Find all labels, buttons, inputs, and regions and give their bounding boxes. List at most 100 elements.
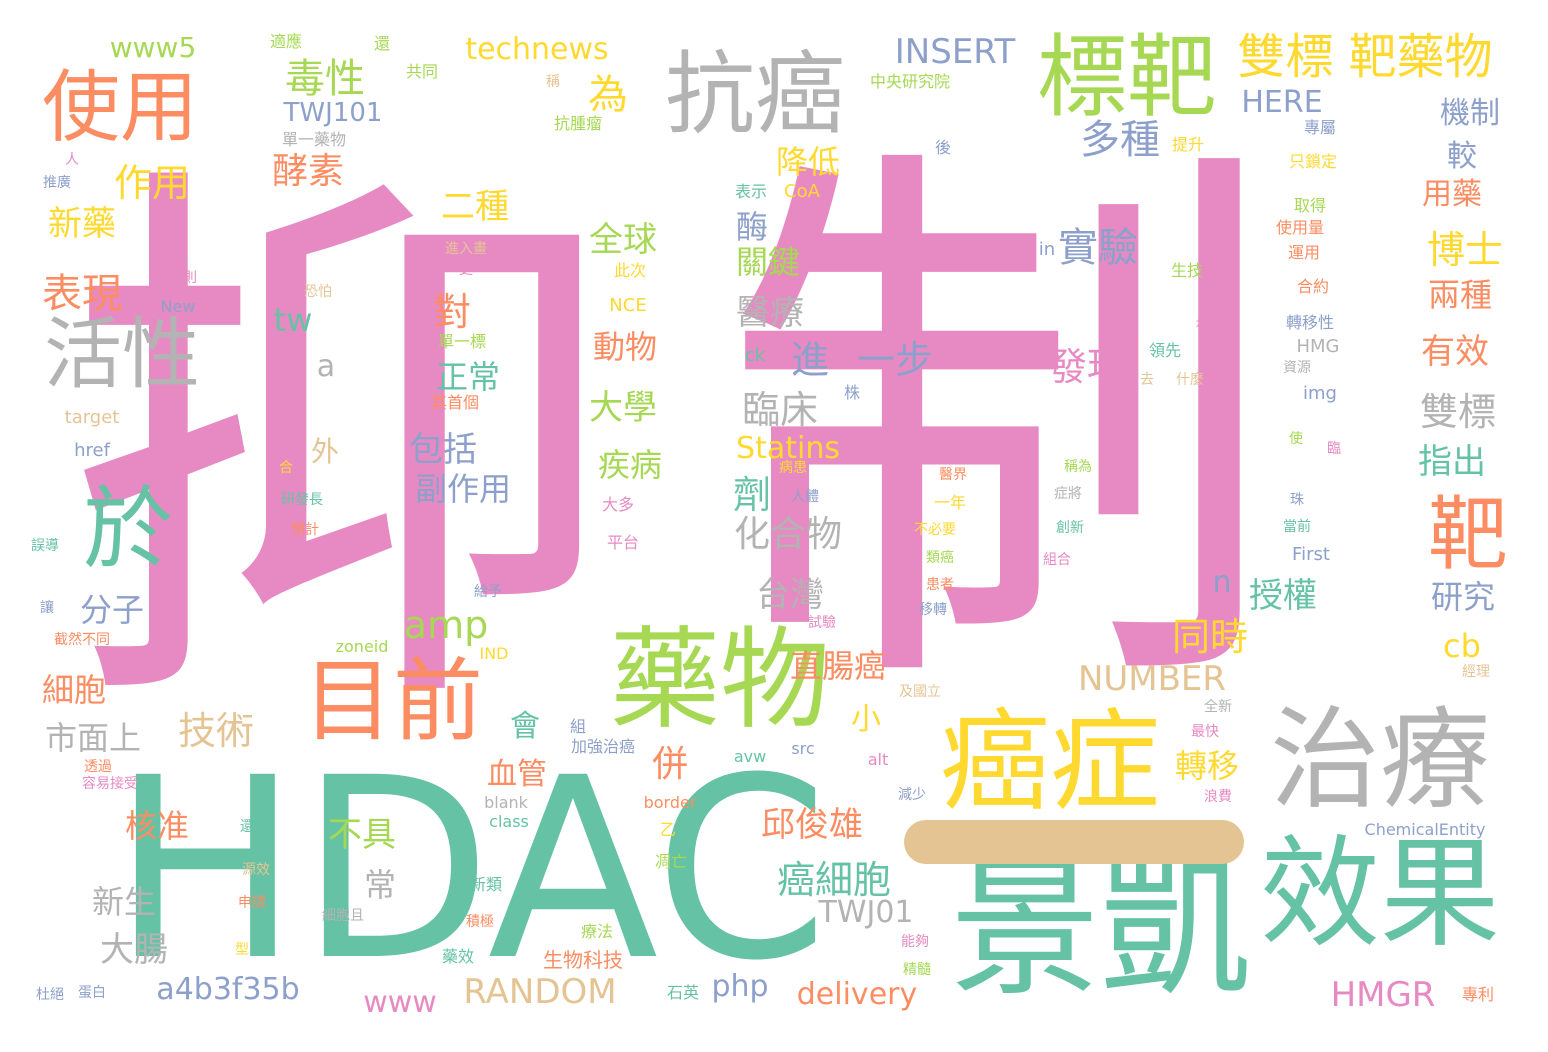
word-duozhong: 多種 <box>1080 117 1160 163</box>
word-shi: 使 <box>1289 431 1303 447</box>
word-danyibiao: 單一標 <box>437 332 487 351</box>
word-dubai: 杜絕 <box>36 987 64 1003</box>
word-twj01: TWJ01 <box>818 895 914 930</box>
word-fenzi: 分子 <box>79 591 145 629</box>
word-dushu: 毒性 <box>285 56 365 102</box>
word-qianding: 簽定 <box>899 246 933 265</box>
word-yiliao: 醫療 <box>736 293 804 333</box>
word-chemical: ChemicalEntity <box>1364 820 1486 839</box>
word-jibing: 疾病 <box>597 446 663 484</box>
word-delivery: delivery <box>796 977 918 1012</box>
word-xinlei: 新類 <box>469 875 503 894</box>
word-zhichangai: 直腸癌 <box>789 647 887 685</box>
word-huan: 還 <box>373 34 391 53</box>
word-yaoxiao: 藥效 <box>441 947 475 966</box>
word-zuikuai: 最快 <box>1191 724 1219 740</box>
word-tuiguang: 推廣 <box>43 175 71 191</box>
word-xiaoguo: 效果 <box>1260 825 1500 964</box>
word-jiji: 積極 <box>466 914 494 930</box>
word-zhuanli: 專利 <box>1461 985 1495 1004</box>
word-zuoyong: 作用 <box>113 161 191 205</box>
word-zhichu: 指出 <box>1418 442 1486 482</box>
word-geiyu: 給予 <box>474 584 502 600</box>
word-bujiu: 不具 <box>328 815 396 855</box>
word-leiai: 類癌 <box>926 550 954 566</box>
word-shiying2: 石英 <box>666 983 700 1002</box>
word-diaowang: 凋亡 <box>654 852 688 871</box>
word-jingsui: 精髓 <box>903 962 931 978</box>
word-dui: 對 <box>432 290 472 334</box>
word-zhongyang: 中央研究院 <box>869 72 951 91</box>
word-qiujunxiong: 邱俊雄 <box>761 805 863 845</box>
word-wei: 為 <box>588 72 628 118</box>
word-jiaqiang: 加強治癌 <box>570 737 636 756</box>
word-tongshi: 同時 <box>1171 615 1249 659</box>
word-boshi: 博士 <box>1426 228 1504 272</box>
word-shouquan: 授權 <box>1249 576 1317 616</box>
word-xinsheng: 新生 <box>91 883 157 921</box>
word-shuangbiao-bayaowu: 雙標 靶藥物 <box>1237 29 1493 85</box>
word-xibaoqie: 細胞且 <box>322 908 364 924</box>
word-yi2: 乙 <box>659 820 677 839</box>
word-jiguoli: 及國立 <box>899 684 941 700</box>
word-coa: CoA <box>784 181 820 202</box>
word-pingtai: 平台 <box>606 533 640 552</box>
word-dangqian: 當前 <box>1283 519 1311 535</box>
word-zhuanyi: 轉移 <box>1174 747 1240 785</box>
word-www: www <box>363 985 437 1020</box>
word-kangai: 抗癌 <box>665 42 845 147</box>
word-jiao: 較 <box>1447 139 1477 174</box>
word-he: 合 <box>279 460 293 476</box>
word-zhengchang: 正常 <box>435 358 501 396</box>
word-jiangdi: 降低 <box>775 143 841 181</box>
word-shenme: 什麼 <box>1176 372 1204 388</box>
word-class: class <box>489 812 529 831</box>
word-baokuo: 包括 <box>409 430 477 470</box>
word-zoneid: zoneid <box>335 637 389 656</box>
word-taiwan: 台灣 <box>756 575 824 615</box>
word-shengji: 生技 <box>1170 261 1204 280</box>
word-php: php <box>711 969 769 1004</box>
word-zhi: 制 <box>720 104 1280 756</box>
word-huahewu: 化合物 <box>733 514 843 555</box>
word-random: RANDOM <box>463 972 617 1012</box>
word-ba: 靶 <box>1428 488 1508 581</box>
word-xinyao: 新藥 <box>48 204 116 244</box>
word-biaoba: 標靶 <box>1037 25 1217 130</box>
word-zhuanyixing: 轉移性 <box>1285 313 1335 332</box>
word-yanfazhang: 研發長 <box>281 492 323 508</box>
word-huoxing: 活性 <box>43 310 201 400</box>
word-statins: Statins <box>736 431 840 466</box>
word-cb: cb <box>1443 627 1481 665</box>
word-n: n <box>1212 565 1232 600</box>
word-shimianshang: 市面上 <box>44 719 142 757</box>
word-nce: NCE <box>609 295 647 316</box>
word-aizheng: 癌症 <box>940 698 1160 826</box>
word-danbai: 蛋白 <box>78 985 106 1001</box>
word-twj101: TWJ101 <box>283 98 383 128</box>
word-quanxin: 全新 <box>1204 699 1232 715</box>
word-tisheng: 提升 <box>1171 135 1205 154</box>
word-hdac: HDAC <box>111 724 829 1015</box>
word-liangzhong: 兩種 <box>1427 276 1493 314</box>
word-jinrusheng: 進入畫 <box>445 241 487 257</box>
word-nenggou: 能夠 <box>901 934 929 950</box>
word-img: img <box>1303 383 1337 404</box>
word-kongpa: 恐怕 <box>304 284 332 300</box>
word-shiyong: 使用 <box>41 63 199 153</box>
word-rang: 讓 <box>40 600 54 616</box>
word-wudao: 誤導 <box>31 538 59 554</box>
word-in: in <box>1038 239 1056 260</box>
word-shiyongliang: 使用量 <box>1275 218 1325 237</box>
word-dachang: 大腸 <box>100 930 168 970</box>
word-hou: 後 <box>934 138 952 157</box>
word-jizhi: 機制 <box>1440 96 1500 131</box>
word-ziyuan: 資源 <box>1283 360 1311 376</box>
word-jingkai: 景凱 <box>949 843 1251 1017</box>
word-erzhong: 二種 <box>441 187 509 227</box>
word-yaowu: 藥物 <box>610 616 830 744</box>
word-jianshao: 減少 <box>898 787 926 803</box>
word-zhisuoding: 只鎖定 <box>1288 152 1338 171</box>
word-amp: amp <box>403 603 489 647</box>
word-zhu2: 珠 <box>1290 492 1304 508</box>
